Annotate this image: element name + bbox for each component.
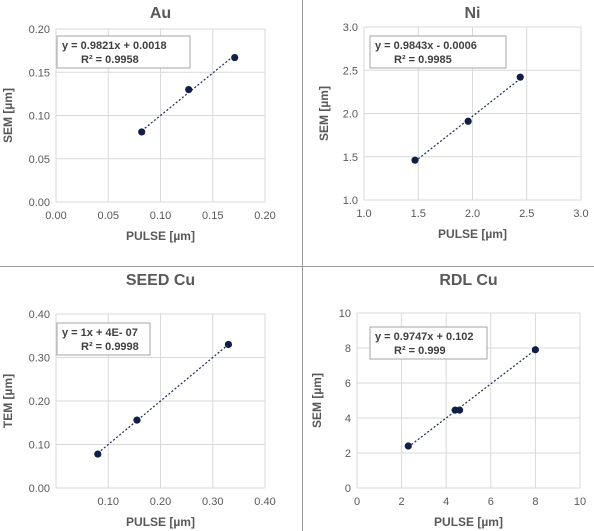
x-tick-label: 1.5: [411, 208, 426, 220]
trendline: [97, 343, 229, 454]
panel-divider-horizontal: [0, 266, 594, 267]
y-tick-label: 10: [339, 308, 351, 320]
x-tick-label: 0.10: [150, 210, 171, 222]
trendline-equation: y = 0.9747x + 0.102: [375, 331, 473, 343]
y-tick-label: 0.05: [29, 154, 50, 166]
trendline-r2: R² = 0.9958: [81, 54, 139, 66]
panel-divider-vertical: [302, 0, 303, 531]
data-point: [94, 450, 102, 458]
data-point: [464, 117, 472, 125]
y-tick-label: 2.0: [343, 109, 358, 121]
chart-title: RDL Cu: [439, 272, 497, 289]
x-tick-label: 0.30: [202, 496, 223, 508]
y-tick-label: 0.15: [29, 67, 50, 79]
x-tick-label: 4: [443, 496, 449, 508]
y-tick-label: 0.40: [29, 309, 50, 321]
x-tick-label: 0.15: [202, 210, 223, 222]
y-tick-label: 0.20: [29, 24, 50, 36]
trendline-equation: y = 0.9843x - 0.0006: [375, 40, 477, 52]
chart-rdl-cu: RDL Cu 0 2 4 6 8 10 0 2 4 6 8 10 PULSE [µm] SEM [µm] y …: [310, 272, 586, 529]
y-tick-label: 0.20: [29, 396, 50, 408]
x-tick-label: 2.5: [519, 208, 534, 220]
x-tick-label: 0.00: [45, 210, 66, 222]
y-tick-label: 1.0: [343, 195, 358, 207]
x-tick-label: 3.0: [573, 208, 588, 220]
y-tick-label: 1.5: [343, 152, 358, 164]
x-axis-label: PULSE [µm]: [126, 515, 195, 529]
y-tick-label: 6: [345, 378, 351, 390]
x-tick-label: 0.10: [98, 496, 119, 508]
x-axis-label: PULSE [µm]: [126, 229, 195, 243]
trendline-equation: y = 0.9821x + 0.0018: [62, 40, 167, 52]
y-tick-label: 8: [345, 343, 351, 355]
y-tick-label: 0.30: [29, 353, 50, 365]
y-tick-label: 0.00: [29, 197, 50, 209]
y-tick-label: 4: [345, 413, 351, 425]
y-tick-label: 0.10: [29, 440, 50, 452]
x-tick-label: 10: [574, 496, 586, 508]
x-tick-label: 2.0: [465, 208, 480, 220]
trendline-equation: y = 1x + 4E- 07: [62, 327, 138, 339]
data-point: [404, 442, 412, 450]
chart-title: SEED Cu: [126, 272, 195, 289]
y-tick-label: 2: [345, 448, 351, 460]
y-axis-label: SEM [µm]: [310, 373, 324, 428]
trendline: [407, 349, 536, 448]
data-point: [185, 85, 193, 94]
data-point: [455, 406, 464, 414]
data-point: [516, 73, 524, 81]
trendline-annotation-box: [369, 35, 507, 69]
chart-au: Au 0.00 0.05 0.10 0.15 0.20 0.00 0.05 0.10 0.15 0.…: [1, 5, 276, 243]
y-axis-label: TEM [µm]: [1, 374, 15, 428]
x-tick-label: 0.20: [150, 496, 171, 508]
y-tick-label: 0.00: [29, 483, 50, 495]
data-point: [531, 346, 540, 354]
y-tick-label: 0.10: [29, 111, 50, 123]
y-axis-label: SEM [µm]: [1, 88, 15, 143]
trendline-annotation-box: [56, 35, 191, 69]
trendline-annotation-box: [369, 326, 488, 360]
x-axis-label: PULSE [µm]: [438, 227, 507, 241]
data-point: [224, 340, 233, 349]
x-tick-label: 1.0: [356, 208, 371, 220]
data-point: [411, 156, 419, 164]
trendline-r2: R² = 0.9998: [81, 341, 139, 353]
trendline-annotation-box: [56, 322, 151, 356]
x-tick-label: 2: [399, 496, 405, 508]
trendline-r2: R² = 0.999: [394, 345, 446, 357]
x-tick-label: 0: [354, 496, 360, 508]
trendline-r2: R² = 0.9985: [394, 54, 452, 66]
chart-title: Au: [150, 5, 171, 22]
data-point: [231, 53, 239, 62]
y-tick-label: 0: [345, 483, 351, 495]
chart-ni: Ni 1.0 1.5 2.0 2.5 3.0 1.0 1.5 2.0 2.5 3.0 PULSE [µ…: [317, 5, 589, 241]
x-tick-label: 0.40: [254, 496, 275, 508]
x-tick-label: 0.05: [98, 210, 119, 222]
x-tick-label: 8: [532, 496, 538, 508]
y-axis-label: SEM [µm]: [317, 86, 331, 141]
x-tick-label: 6: [488, 496, 494, 508]
chart-title: Ni: [465, 5, 481, 22]
x-tick-label: 0.20: [254, 210, 275, 222]
data-point: [133, 416, 141, 424]
y-tick-label: 3.0: [343, 22, 358, 34]
data-point: [138, 128, 146, 136]
y-tick-label: 2.5: [343, 65, 358, 77]
chart-seed-cu: SEED Cu 0.00 0.10 0.20 0.30 0.40 0.10 0.20 0.30 0…: [1, 272, 276, 529]
x-axis-label: PULSE [µm]: [434, 515, 503, 529]
